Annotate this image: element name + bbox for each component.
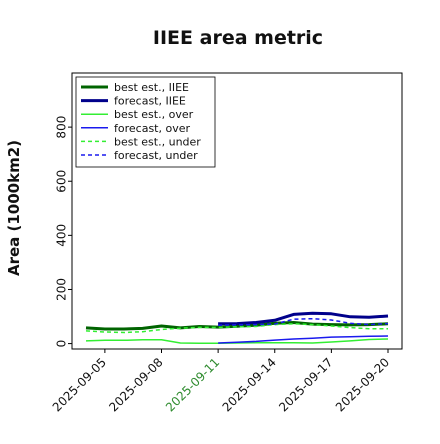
series-line-0 <box>85 321 389 331</box>
series-line-5 <box>218 317 389 326</box>
legend-label: best est., under <box>114 135 201 148</box>
legend-box <box>75 76 216 168</box>
chart-title: IIEE area metric <box>153 27 323 49</box>
plot-frame <box>71 72 403 350</box>
x-ticks: 2025-09-052025-09-082025-09-112025-09-14… <box>50 349 392 414</box>
series-lines <box>85 311 389 345</box>
legend-label: best est., IIEE <box>114 81 189 94</box>
series-line-3 <box>218 335 389 344</box>
x-tick-label: 2025-09-11 <box>163 355 222 414</box>
legend-label: forecast, under <box>114 149 198 162</box>
y-tick-label: 800 <box>55 116 69 139</box>
x-tick-label: 2025-09-08 <box>106 355 165 414</box>
y-tick-label: 200 <box>55 278 69 301</box>
y-ticks: 0 200 400 600 800 <box>55 116 72 348</box>
series-line-2 <box>85 338 389 345</box>
series-line-4 <box>85 323 388 334</box>
series-line-1 <box>218 311 389 326</box>
x-tick-label: 2025-09-14 <box>220 355 279 414</box>
legend-label: forecast, IIEE <box>114 95 186 108</box>
x-tick-label: 2025-09-05 <box>50 355 109 414</box>
y-axis-label: Area (1000km2) <box>5 140 23 276</box>
x-tick-label: 2025-09-17 <box>276 355 335 414</box>
y-tick-label: 0 <box>55 340 69 348</box>
legend-label: best est., over <box>114 108 194 121</box>
y-tick-label: 400 <box>55 224 69 247</box>
legend-label: forecast, over <box>114 122 190 135</box>
x-tick-label: 2025-09-20 <box>333 355 392 414</box>
y-tick-label: 600 <box>55 170 69 193</box>
